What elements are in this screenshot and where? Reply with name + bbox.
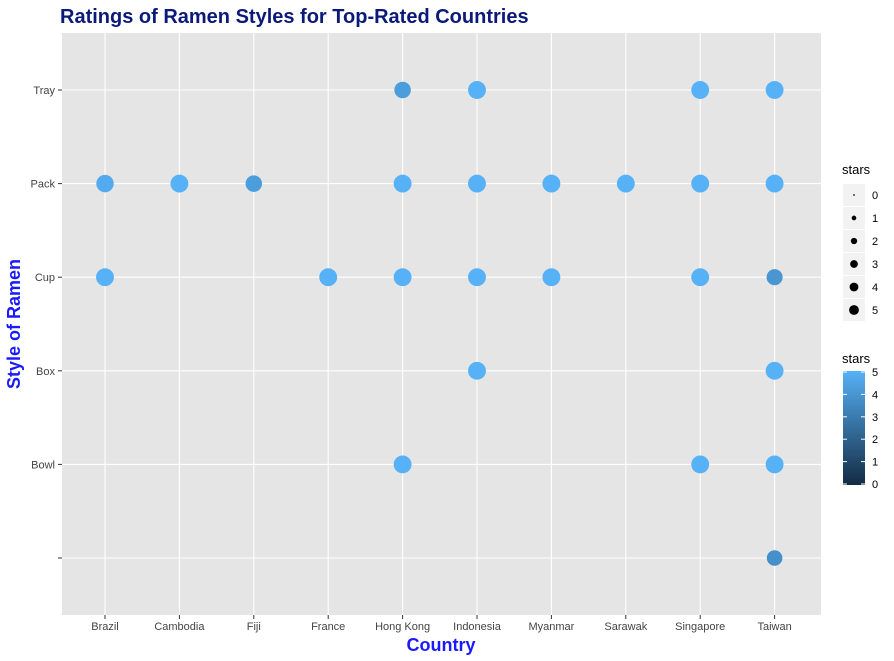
y-tick-label: Cup (35, 272, 55, 284)
x-tick-label: Myanmar (528, 621, 574, 633)
data-point (542, 268, 561, 287)
plot-panel (62, 33, 821, 615)
y-tick-label: Pack (31, 179, 56, 191)
data-point (616, 174, 635, 193)
data-point (691, 455, 710, 474)
color-legend-title: stars (842, 351, 871, 366)
x-tick-label: Fiji (247, 621, 261, 633)
size-legend-dot (850, 237, 858, 245)
data-point (691, 268, 710, 287)
x-tick-label: France (311, 621, 345, 633)
data-point (691, 174, 710, 193)
data-point (393, 174, 412, 193)
x-tick-label: Hong Kong (375, 621, 430, 633)
data-point (765, 455, 784, 474)
size-legend-label: 0 (872, 190, 878, 202)
size-legend-label: 2 (872, 236, 878, 248)
size-legend: stars 0 1 2 3 4 5 (842, 162, 878, 321)
y-tick-label: Box (36, 366, 55, 378)
data-point (393, 455, 412, 474)
data-point (765, 174, 784, 193)
size-legend-title: stars (842, 162, 871, 177)
data-point (765, 81, 784, 99)
data-point (394, 81, 411, 99)
data-point (393, 268, 412, 287)
x-tick-label: Sarawak (604, 621, 647, 633)
size-legend-dot (853, 194, 855, 196)
data-point (170, 174, 189, 193)
color-legend-label: 1 (872, 457, 878, 469)
data-point (765, 361, 784, 380)
x-tick-label: Singapore (675, 621, 725, 633)
x-tick-label: Brazil (91, 621, 119, 633)
size-legend-label: 3 (872, 259, 878, 271)
size-legend-label: 1 (872, 213, 878, 225)
y-axis-title: Style of Ramen (4, 259, 24, 389)
size-legend-label: 5 (872, 305, 878, 317)
color-legend-label: 4 (872, 389, 878, 401)
color-legend-label: 3 (872, 412, 878, 424)
x-axis: Brazil Cambodia Fiji France Hong Kong Indones… (91, 615, 792, 633)
y-tick-label: Bowl (31, 459, 55, 471)
y-axis: Bowl Box Cup Pack Tray (31, 85, 62, 559)
color-legend-bar (843, 371, 865, 485)
x-axis-title: Country (407, 635, 476, 655)
data-point (766, 269, 783, 286)
data-point (245, 175, 263, 192)
data-points (96, 81, 784, 566)
data-point (468, 268, 486, 287)
x-tick-label: Cambodia (154, 621, 205, 633)
data-point (691, 81, 710, 99)
size-legend-dot (850, 260, 858, 268)
chart-title: Ratings of Ramen Styles for Top-Rated Co… (60, 6, 529, 28)
data-point (96, 268, 114, 287)
data-point (468, 361, 486, 380)
data-point (542, 174, 561, 193)
size-legend-dot (849, 305, 859, 315)
size-legend-dot (851, 215, 857, 221)
data-point (468, 174, 486, 193)
color-legend-label: 0 (872, 479, 878, 491)
size-legend-dot (849, 282, 859, 292)
data-point (319, 268, 338, 287)
x-tick-label: Indonesia (453, 621, 502, 633)
y-tick-label: Tray (33, 85, 55, 97)
data-point (468, 81, 486, 99)
color-legend-label: 2 (872, 434, 878, 446)
color-legend: stars 5 4 3 2 1 0 (842, 351, 878, 491)
data-point (766, 550, 783, 566)
size-legend-label: 4 (872, 282, 878, 294)
data-point (96, 174, 114, 193)
color-legend-label: 5 (872, 367, 878, 379)
x-tick-label: Taiwan (757, 621, 791, 633)
